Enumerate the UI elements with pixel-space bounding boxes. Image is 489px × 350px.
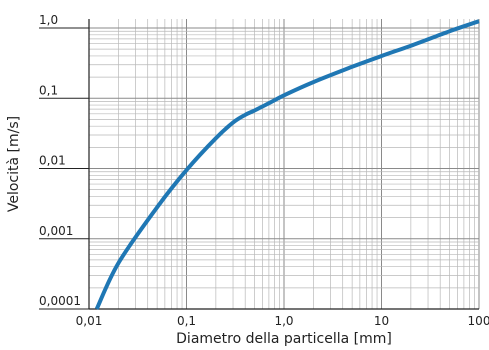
axes [88, 19, 479, 310]
x-tick-label: 100 [468, 314, 489, 328]
x-axis-title: Diametro della particella [mm] [176, 331, 392, 347]
series-group [94, 19, 480, 310]
y-tick-label: 0,0001 [39, 294, 81, 308]
x-tick-label: 0,01 [76, 314, 103, 328]
y-axis-title: Velocità [m/s] [6, 116, 22, 212]
x-tick-label: 10 [374, 314, 389, 328]
y-tick-label: 1,0 [39, 13, 58, 27]
grid [88, 19, 480, 310]
y-tick-label: 0,1 [39, 83, 58, 97]
x-tick-label: 1,0 [274, 314, 293, 328]
series-line [94, 19, 480, 310]
y-tick-label: 0,01 [39, 154, 66, 168]
tick-labels: 0,01 0,1 1,0 10 100 1,0 0,1 0,01 0,001 0,0001 [39, 13, 489, 328]
y-tick-label: 0,001 [39, 224, 73, 238]
x-tick-label: 0,1 [177, 314, 196, 328]
